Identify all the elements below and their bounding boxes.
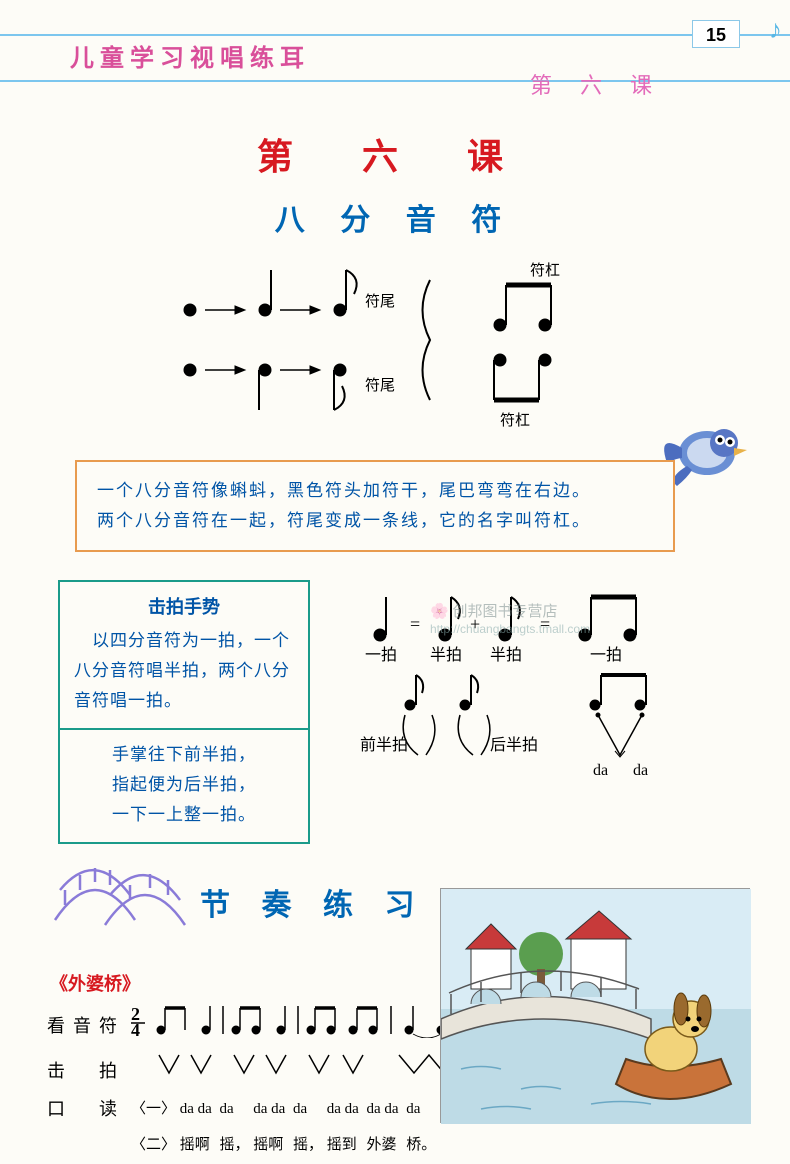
lbl-front: 前半拍 [360, 736, 408, 754]
desc-line1: 一个八分音符像蝌蚪，黑色符头加符干，尾巴弯弯在右边。 [97, 476, 653, 506]
r1-prefix: 〈一〉 [131, 1101, 176, 1117]
r2-prefix: 〈二〉 [131, 1137, 176, 1153]
song-name: 《外婆桥》 [50, 970, 140, 996]
watermark: 🌸 创邦图书专营店 http://chuangbangts.tmall.com [430, 600, 590, 638]
lesson-title: 第 六 课 [0, 128, 790, 180]
gesture-p2: 手掌往下前半拍， 指起便为后半拍， 一下一上整一拍。 [60, 730, 308, 842]
watermark-url: http://chuangbangts.tmall.com [430, 622, 590, 636]
bridge-decoration [50, 850, 200, 940]
rhythm-exercise: 看音符 2 4 [45, 1000, 507, 1164]
label-tail1: 符尾 [365, 293, 395, 310]
lbl-da1: da [593, 762, 608, 779]
lbl-da2: da [633, 762, 648, 779]
gesture-title: 击拍手势 [60, 582, 308, 622]
rhythm-title: 节 奏 练 习 [200, 880, 427, 924]
svg-text:=: = [410, 614, 420, 634]
gesture-box: 击拍手势 以四分音符为一拍，一个八分音符唱半拍，两个八分音符唱一拍。 手掌往下前… [58, 580, 310, 844]
label-beam-bottom: 符杠 [500, 412, 530, 429]
gesture-p1: 以四分音符为一拍，一个八分音符唱半拍，两个八分音符唱一拍。 [60, 622, 308, 728]
label-tail2: 符尾 [365, 377, 395, 394]
row-label-read: 口 读 [47, 1092, 129, 1126]
scene-illustration [440, 888, 750, 1123]
label-beam-top: 符杠 [530, 262, 560, 279]
notation-diagram: 符尾 符尾 符杠 符杠 [150, 250, 670, 440]
lbl-half1: 半拍 [430, 646, 462, 664]
lbl-one: 一拍 [365, 646, 397, 664]
book-title: 儿童学习视唱练耳 [70, 38, 310, 73]
lbl-back: 后半拍 [490, 736, 538, 754]
lbl-one2: 一拍 [590, 646, 622, 664]
watermark-text: 创邦图书专营店 [452, 604, 557, 620]
subtitle: 八 分 音 符 [0, 195, 790, 239]
row-label-beat: 击 拍 [47, 1051, 129, 1090]
row-label-notes: 看音符 [47, 1002, 129, 1049]
chapter-small: 第六课 [530, 68, 680, 100]
desc-line2: 两个八分音符在一起，符尾变成一条线，它的名字叫符杠。 [97, 506, 653, 536]
lbl-half2: 半拍 [490, 646, 522, 664]
page-flag-icon: ♪ [769, 15, 782, 45]
description-box: 一个八分音符像蝌蚪，黑色符头加符干，尾巴弯弯在右边。 两个八分音符在一起，符尾变… [75, 460, 675, 552]
page-number: 15 [692, 20, 740, 48]
